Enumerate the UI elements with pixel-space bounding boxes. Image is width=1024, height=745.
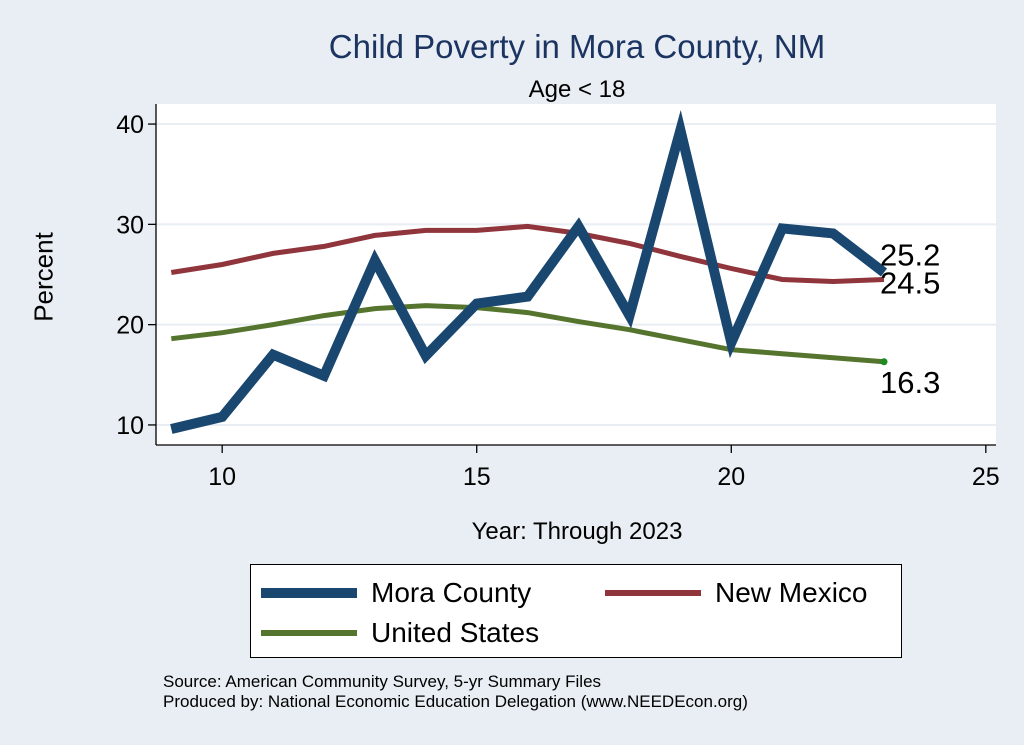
chart: 10 20 30 40 10 15 20 25 25.224.5 16.3 [116, 104, 1000, 491]
x-tick-label-15: 15 [463, 463, 491, 491]
legend-label-new-mexico: New Mexico [715, 577, 868, 608]
legend-item-new-mexico: New Mexico [605, 577, 867, 609]
end-label-new-mexico: 24.5 [880, 266, 940, 301]
end-label-mora-county: 25.2 [880, 237, 940, 272]
y-tick-label-40: 40 [116, 111, 144, 139]
y-tick-label-10: 10 [116, 412, 144, 440]
x-tick-label-10: 10 [208, 463, 236, 491]
legend-label-mora-county: Mora County [371, 577, 532, 608]
source-note: Source: American Community Survey, 5-yr … [163, 672, 602, 691]
legend: Mora County New Mexico United States [250, 564, 902, 658]
series-line-united-states [171, 303, 885, 365]
x-tick-label-20: 20 [717, 463, 745, 491]
series-line-mora-county [170, 110, 888, 434]
legend-label-united-states: United States [371, 617, 540, 648]
y-tick-label-30: 30 [116, 211, 144, 239]
x-axis-label: Year: Through 2023 [471, 518, 683, 545]
chart-title: Child Poverty in Mora County, NM [328, 28, 826, 65]
legend-swatch-mora-county [261, 588, 357, 598]
end-labels: 25.224.5 16.3 [880, 237, 940, 399]
y-tick-label-20: 20 [116, 312, 144, 340]
axes: 10 20 30 40 10 15 20 25 [116, 104, 1000, 491]
series [170, 110, 888, 434]
legend-item-united-states: United States [261, 617, 539, 649]
x-tick-label-25: 25 [972, 463, 1000, 491]
chart-subtitle: Age < 18 [528, 76, 626, 103]
end-label-united-states: 16.3 [880, 365, 940, 400]
legend-item-mora-county: Mora County [261, 577, 531, 609]
end-marker-united-states [880, 358, 888, 366]
legend-swatch-new-mexico [605, 590, 701, 596]
produced-by-note: Produced by: National Economic Education… [163, 692, 748, 711]
legend-swatch-united-states [261, 630, 357, 636]
plot-area [156, 104, 996, 445]
y-axis-label: Percent [28, 232, 59, 322]
